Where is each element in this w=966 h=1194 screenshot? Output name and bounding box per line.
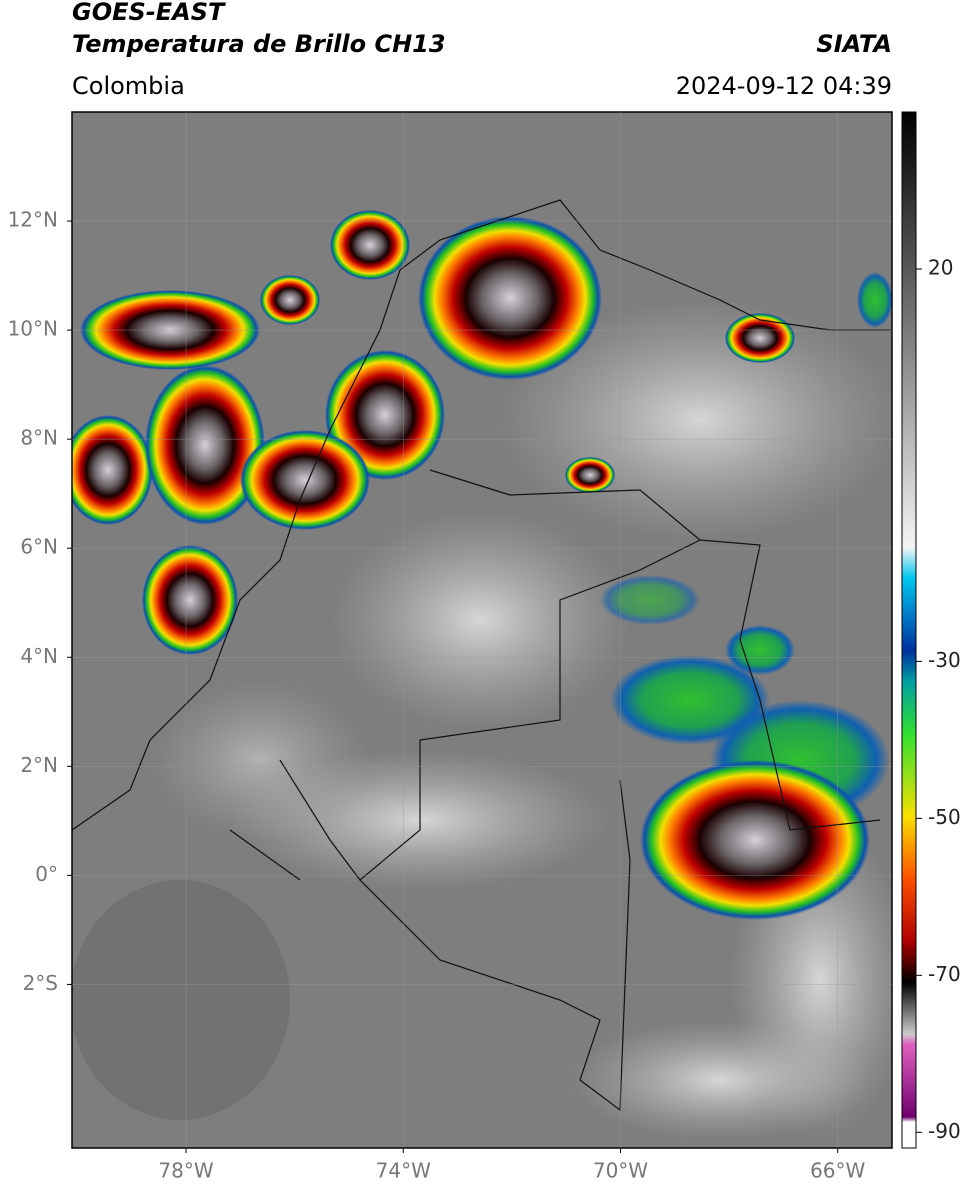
lon-tick-label: 74°W — [376, 1159, 431, 1183]
lon-tick-label: 70°W — [593, 1159, 648, 1183]
lat-tick-label: 2°N — [20, 753, 58, 777]
colorbar-tick-label: -70 — [928, 962, 961, 986]
colorbar-tick-label: -30 — [928, 648, 961, 672]
colorbar-tick-label: 20 — [928, 255, 953, 279]
colorbar-tick-label: -50 — [928, 805, 961, 829]
lat-tick-label: 8°N — [20, 426, 58, 450]
lat-tick-label: 0° — [35, 862, 58, 886]
lon-tick-label: 78°W — [158, 1159, 213, 1183]
satellite-image — [72, 112, 892, 1148]
colorbar-tick-label: -90 — [928, 1119, 961, 1143]
product: Temperatura de Brillo CH13 — [72, 30, 446, 58]
lat-tick-label: 2°S — [23, 971, 58, 995]
satellite: GOES-EAST — [72, 0, 226, 26]
lat-tick-label: 6°N — [20, 535, 58, 559]
datetime: 2024-09-12 04:39 — [676, 72, 892, 100]
colorbar — [901, 111, 917, 1149]
lat-tick-label: 4°N — [20, 644, 58, 668]
lon-tick-label: 66°W — [810, 1159, 865, 1183]
source: SIATA — [816, 30, 892, 58]
map-frame — [71, 111, 893, 1149]
lat-tick-label: 10°N — [8, 317, 58, 341]
region: Colombia — [72, 72, 185, 100]
lat-tick-label: 12°N — [8, 208, 58, 232]
